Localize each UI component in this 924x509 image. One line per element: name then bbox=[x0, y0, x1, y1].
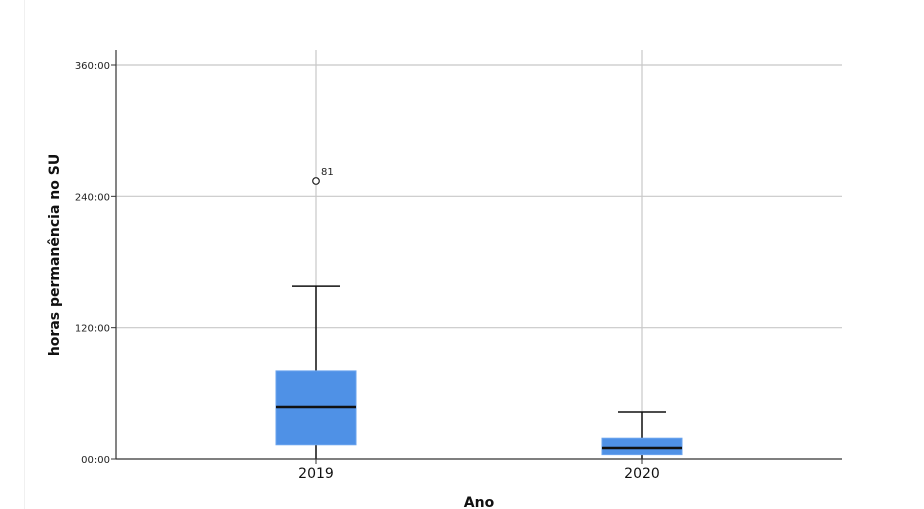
y-axis-label: horas permanência no SU bbox=[47, 154, 63, 356]
y-tick-label: 120:00 bbox=[75, 324, 110, 335]
x-tick-label: 2019 bbox=[298, 466, 334, 482]
box-2020 bbox=[601, 437, 683, 456]
x-tick-label: 2020 bbox=[624, 466, 660, 482]
page-edge bbox=[24, 0, 25, 509]
y-tick-label: 00:00 bbox=[81, 455, 110, 466]
x-axis-label: Ano bbox=[464, 495, 495, 509]
y-tick-label: 360:00 bbox=[75, 61, 110, 72]
y-tick-label: 240:00 bbox=[75, 192, 110, 203]
outlier-point bbox=[312, 177, 320, 185]
outlier-label: 81 bbox=[321, 167, 334, 178]
